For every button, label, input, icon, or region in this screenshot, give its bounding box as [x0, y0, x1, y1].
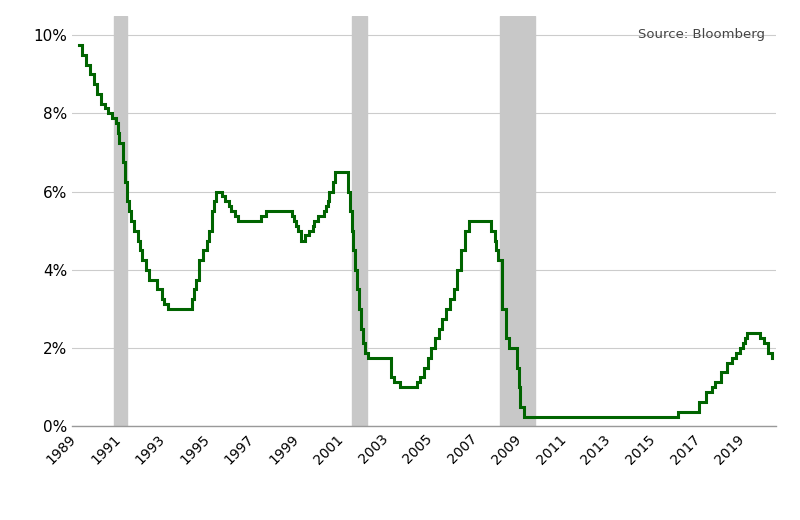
Bar: [114, 16, 127, 426]
Text: Source: Bloomberg: Source: Bloomberg: [638, 28, 766, 41]
Bar: [500, 16, 535, 426]
Bar: [351, 16, 366, 426]
